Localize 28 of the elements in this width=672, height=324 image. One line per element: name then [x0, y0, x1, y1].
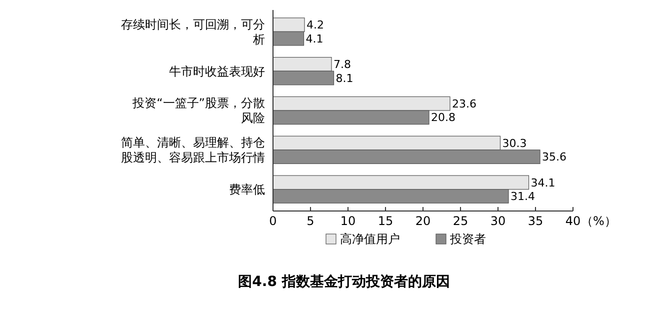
y-tick-label: 投资“一篮子”股票，分散风险 — [132, 96, 265, 126]
data-label: 34.1 — [530, 176, 556, 190]
y-tick-label: 简单、清晰、易理解、持仓股透明、容易跟上市场行情 — [121, 136, 265, 165]
text: 图4.8 指数基金打动投资者的原因 — [238, 274, 450, 290]
data-label: 4.2 — [306, 18, 324, 32]
x-tick-label: 10 — [340, 214, 356, 228]
x-tick-label: 35 — [528, 214, 544, 228]
data-label: 20.8 — [431, 111, 456, 124]
legend-label: 投资者 — [449, 232, 486, 246]
x-tick-label: 15 — [378, 214, 394, 228]
data-label: 8.1 — [336, 72, 354, 85]
data-label: 30.3 — [502, 136, 527, 150]
data-label: 35.6 — [542, 150, 566, 164]
x-tick-label: 20 — [415, 214, 431, 228]
data-label: 7.8 — [334, 58, 351, 72]
data-label: 31.4 — [510, 190, 535, 204]
y-tick-label: 牛市时收益表现好 — [169, 64, 265, 78]
data-label: 4.1 — [306, 32, 324, 46]
x-tick-label: 30 — [490, 214, 506, 228]
legend-label: 高净值用户 — [340, 232, 400, 246]
y-tick-label: 费率低 — [229, 182, 265, 197]
y-tick-label: 存续时间长，可回溯，可分析 — [121, 17, 265, 46]
x-axis-title: （%） — [581, 214, 616, 228]
x-tick-label: 0 — [269, 214, 277, 228]
x-tick-label: 25 — [452, 214, 468, 228]
x-tick-label: 40 — [565, 214, 581, 228]
data-label: 23.6 — [452, 97, 476, 110]
x-tick-label: 5 — [306, 214, 314, 228]
